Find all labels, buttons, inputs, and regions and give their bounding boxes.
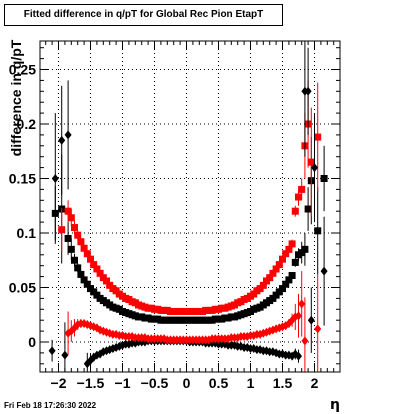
y-tick-label: 0.15 (9, 171, 36, 187)
data-point (307, 158, 315, 166)
data-point (77, 238, 85, 246)
data-point (103, 277, 110, 285)
data-point (61, 350, 69, 360)
data-point (279, 285, 286, 293)
data-point (291, 207, 299, 215)
series-0 (51, 137, 328, 324)
data-point (279, 255, 286, 263)
timestamp: Fri Feb 18 17:26:30 2022 (4, 401, 97, 410)
x-tick-label: −1 (115, 375, 131, 391)
x-tick-label: 1 (247, 375, 255, 391)
plot-frame (39, 40, 341, 373)
y-tick-label: 0.05 (9, 280, 36, 296)
series-1 (58, 80, 322, 315)
data-point (272, 265, 280, 273)
data-point (90, 261, 98, 269)
data-point (304, 86, 312, 96)
data-point (83, 280, 91, 288)
data-point (285, 245, 293, 253)
data-point (298, 185, 306, 193)
data-point (288, 240, 296, 248)
data-point (67, 214, 75, 222)
data-point (298, 299, 306, 309)
data-point (282, 250, 290, 258)
data-point (301, 245, 309, 253)
data-point (67, 245, 75, 253)
data-point (51, 174, 59, 183)
data-point (304, 205, 312, 213)
data-point (311, 163, 318, 173)
data-point (71, 224, 78, 232)
x-tick-label: 2 (311, 375, 319, 391)
data-point (307, 315, 315, 325)
data-point (96, 269, 104, 277)
data-point (71, 256, 78, 264)
data-point (282, 280, 290, 288)
data-point (314, 227, 322, 235)
data-point (295, 351, 302, 361)
data-point (320, 266, 328, 276)
x-tick-label: 0 (183, 375, 191, 391)
data-point (288, 272, 296, 280)
data-point (87, 255, 94, 263)
data-point (83, 250, 91, 258)
data-point (64, 207, 72, 215)
chart-title: Fitted difference in q/pT for Global Rec… (4, 4, 283, 26)
data-point (314, 133, 322, 141)
data-point (266, 274, 274, 282)
data-point (301, 336, 309, 346)
x-tick-label: −0.5 (141, 375, 169, 391)
data-point (295, 311, 302, 321)
data-point (93, 265, 101, 273)
data-point (250, 330, 258, 340)
data-point (80, 244, 88, 252)
x-tick-label: −2 (51, 375, 67, 391)
x-tick-label: 0.5 (209, 375, 229, 391)
data-point (269, 269, 277, 277)
data-point (77, 270, 85, 278)
y-tick-label: 0.2 (17, 116, 37, 132)
data-point (259, 281, 267, 289)
data-point (295, 193, 302, 201)
data-point (48, 346, 56, 356)
data-point (74, 231, 82, 239)
data-point (74, 264, 82, 272)
x-tick-label: 1.5 (273, 375, 293, 391)
y-tick-label: 0.1 (17, 225, 37, 241)
data-point (285, 276, 293, 284)
x-tick-label: −1.5 (77, 375, 105, 391)
y-tick-label: 0 (28, 334, 36, 350)
series-3 (64, 271, 322, 372)
data-point (58, 135, 66, 145)
data-point (250, 344, 258, 354)
data-point (291, 258, 299, 266)
data-point (64, 130, 72, 140)
data-point (314, 324, 322, 334)
data-point (64, 234, 72, 242)
data-point (275, 261, 283, 269)
data-point (320, 175, 328, 182)
data-point (80, 276, 88, 284)
y-tick-label: 0.25 (9, 62, 36, 78)
x-axis-label: η (330, 397, 340, 413)
data-point (58, 226, 66, 234)
